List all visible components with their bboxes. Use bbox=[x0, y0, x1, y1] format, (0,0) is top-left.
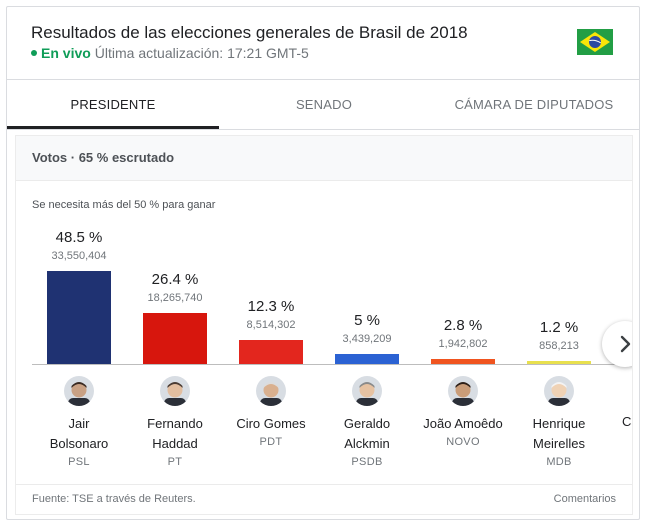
candidate-party: MDB bbox=[546, 456, 572, 468]
tab-senado[interactable]: SENADO bbox=[295, 97, 353, 112]
candidate-name-line1: Geraldo bbox=[343, 416, 391, 431]
candidate-party: PT bbox=[167, 456, 183, 468]
win-threshold-note: Se necesita más del 50 % para ganar bbox=[32, 199, 216, 211]
candidate-name-line2: Bolsonaro bbox=[49, 436, 109, 451]
candidate-percent: 2.8 % bbox=[443, 317, 483, 334]
panel-footer: Fuente: TSE a través de Reuters. Comenta… bbox=[16, 484, 632, 514]
source-text: Fuente: TSE a través de Reuters. bbox=[32, 493, 196, 505]
candidate-percent: 5 % bbox=[354, 312, 380, 329]
candidate-name-line1: João Amoêdo bbox=[423, 416, 503, 431]
live-label: En vivo bbox=[41, 45, 91, 61]
candidate-votes: 858,213 bbox=[539, 340, 579, 352]
candidate-name-line1: Fernando bbox=[147, 416, 203, 431]
candidate-avatar-icon bbox=[448, 376, 478, 406]
candidate-votes: 8,514,302 bbox=[246, 319, 296, 331]
update-time: Última actualización: 17:21 GMT-5 bbox=[94, 45, 309, 61]
candidate-percent: 48.5 % bbox=[55, 229, 103, 246]
candidate-avatar-icon bbox=[160, 376, 190, 406]
candidate-name-line1: Jair bbox=[68, 416, 90, 431]
candidate-party: PSL bbox=[68, 456, 90, 468]
candidate-party: NOVO bbox=[446, 436, 480, 448]
candidate-bar bbox=[47, 271, 111, 364]
candidate-avatar-icon bbox=[256, 376, 286, 406]
candidate-name-line2: Haddad bbox=[152, 436, 198, 451]
brazil-flag-icon bbox=[577, 29, 613, 55]
candidate-avatar-icon bbox=[544, 376, 574, 406]
results-panel: Votos · 65 % escrutado Se necesita más d… bbox=[15, 135, 633, 515]
next-candidates-button[interactable] bbox=[602, 321, 632, 367]
candidate-votes: 3,439,209 bbox=[342, 333, 392, 345]
candidate-name-line2: Meirelles bbox=[532, 436, 585, 451]
office-tabs: PRESIDENTE SENADO CÁMARA DE DIPUTADOS bbox=[7, 79, 639, 130]
candidate-votes: 18,265,740 bbox=[147, 292, 203, 304]
candidate-name-line1: Ciro Gomes bbox=[236, 416, 306, 431]
candidate-bar bbox=[143, 313, 207, 364]
candidate-percent: 1.2 % bbox=[539, 319, 579, 336]
active-tab-indicator bbox=[7, 126, 219, 129]
candidate-bar bbox=[239, 340, 303, 364]
candidate-bar bbox=[335, 354, 399, 364]
tab-presidente[interactable]: PRESIDENTE bbox=[70, 97, 156, 112]
card-title: Resultados de las elecciones generales d… bbox=[31, 23, 468, 42]
candidate-percent: 12.3 % bbox=[247, 298, 295, 315]
panel-header: Votos · 65 % escrutado bbox=[16, 136, 632, 181]
chart-baseline bbox=[32, 364, 632, 365]
tab-camara-de-diputados[interactable]: CÁMARA DE DIPUTADOS bbox=[454, 97, 614, 112]
live-dot-icon bbox=[31, 50, 37, 57]
candidate-name-line2: Alckmin bbox=[344, 436, 390, 451]
card-header: Resultados de las elecciones generales d… bbox=[7, 7, 639, 79]
candidate-avatar-icon bbox=[352, 376, 382, 406]
candidate-bar bbox=[527, 361, 591, 364]
candidate-party: PSDB bbox=[351, 456, 383, 468]
candidate-votes: 33,550,404 bbox=[51, 250, 107, 262]
candidate-avatar-icon bbox=[64, 376, 94, 406]
candidate-name-line1: Henrique bbox=[532, 416, 586, 431]
live-status: En vivo Última actualización: 17:21 GMT-5 bbox=[31, 45, 309, 61]
election-results-card: Resultados de las elecciones generales d… bbox=[6, 6, 640, 520]
partial-candidate-name: Ca bbox=[622, 414, 632, 429]
candidate-party: PDT bbox=[259, 436, 283, 448]
comments-link[interactable]: Comentarios bbox=[553, 493, 616, 505]
candidate-percent: 26.4 % bbox=[151, 271, 199, 288]
candidate-votes: 1,942,802 bbox=[438, 338, 488, 350]
candidate-bar bbox=[431, 359, 495, 364]
votes-counted-title: Votos · 65 % escrutado bbox=[32, 150, 175, 165]
chevron-right-icon bbox=[620, 335, 631, 353]
